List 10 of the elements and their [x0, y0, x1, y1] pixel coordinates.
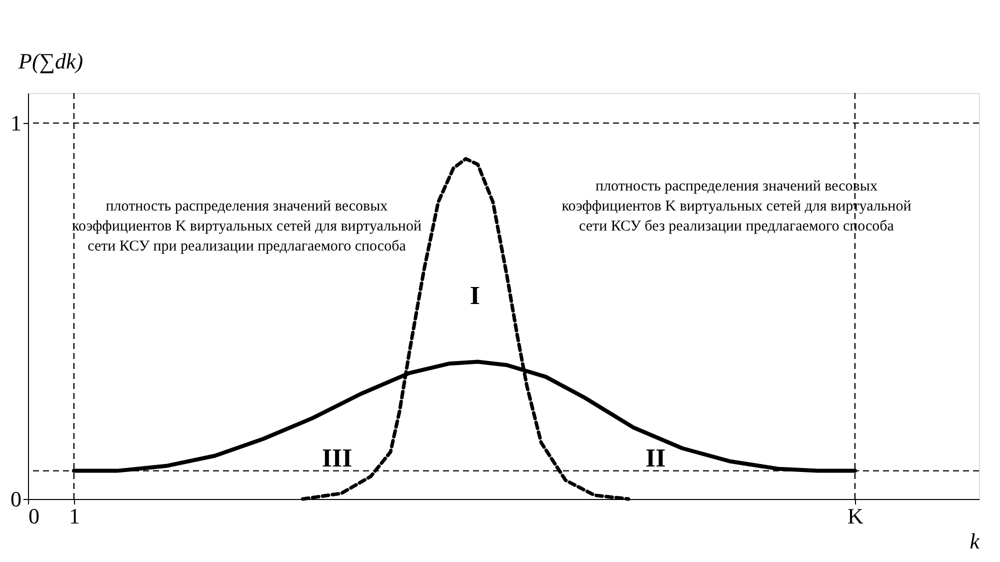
x-tick-label: K: [848, 504, 864, 528]
y-axis-title: P(∑dk): [18, 48, 84, 74]
annotation: плотность распределения значений весовых коэффициентов K виртуальных сетей для виртуальной сети КСУ без реализации предлагаемого способа: [562, 178, 912, 234]
annotation: II: [646, 443, 666, 472]
annotation: плотность распределения значений весовых коэффициентов K виртуальных сетей для виртуальной сети КСУ при реализации предлагаемого способа: [72, 198, 422, 255]
x-axis-title: k: [970, 528, 981, 554]
x-tick-label: 0: [28, 504, 40, 528]
annotation: I: [470, 281, 480, 310]
annotation: III: [322, 443, 352, 472]
x-tick-label: 1: [68, 504, 80, 528]
